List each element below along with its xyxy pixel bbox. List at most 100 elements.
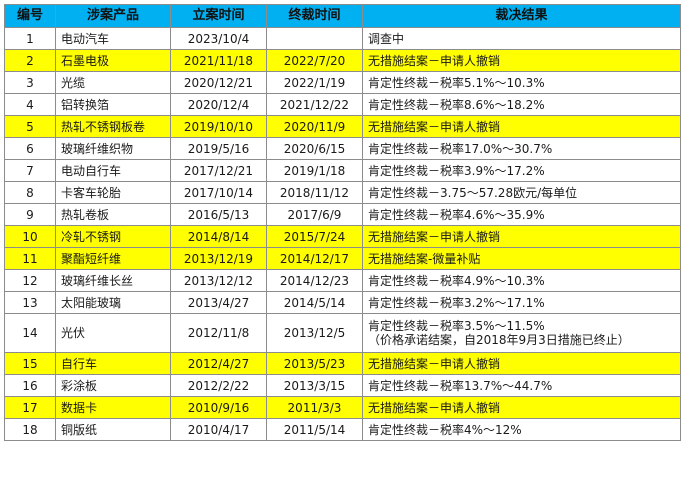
cell-filed-date: 2020/12/21 bbox=[170, 71, 267, 94]
cell-filed-date: 2013/12/19 bbox=[170, 247, 267, 270]
cell-result: 肯定性终裁－税率3.5%～11.5% （价格承诺结案，自2018年9月3日措施已终… bbox=[362, 313, 681, 353]
cell-product: 玻璃纤维长丝 bbox=[55, 269, 171, 292]
cell-result: 肯定性终裁－税率5.1%～10.3% bbox=[362, 71, 681, 94]
cell-number: 6 bbox=[4, 137, 56, 160]
cell-product: 热轧不锈钢板卷 bbox=[55, 115, 171, 138]
cell-result: 肯定性终裁－税率4%～12% bbox=[362, 418, 681, 441]
result-text: 肯定性终裁－税率3.2%～17.1% bbox=[368, 295, 545, 310]
cell-number: 15 bbox=[4, 352, 56, 375]
cell-result: 无措施结案－申请人撤销 bbox=[362, 396, 681, 419]
cell-final-date: 2020/6/15 bbox=[266, 137, 363, 160]
header-row: 编号 涉案产品 立案时间 终裁时间 裁决结果 bbox=[4, 4, 681, 28]
cell-filed-date: 2017/10/14 bbox=[170, 181, 267, 204]
cell-final-date: 2021/12/22 bbox=[266, 93, 363, 116]
table-row: 15 自行车 2012/4/27 2013/5/23 无措施结案－申请人撤销 bbox=[4, 352, 681, 375]
header-final-date: 终裁时间 bbox=[266, 4, 363, 28]
cell-filed-date: 2013/12/12 bbox=[170, 269, 267, 292]
cell-number: 2 bbox=[4, 49, 56, 72]
table-row: 14 光伏 2012/11/8 2013/12/5 肯定性终裁－税率3.5%～11.5%… bbox=[4, 313, 681, 353]
cell-final-date: 2022/1/19 bbox=[266, 71, 363, 94]
table-row: 18 铜版纸 2010/4/17 2011/5/14 肯定性终裁－税率4%～12% bbox=[4, 418, 681, 441]
cell-final-date: 2011/5/14 bbox=[266, 418, 363, 441]
result-text: 肯定性终裁－税率4.9%～10.3% bbox=[368, 273, 545, 288]
table-row: 1 电动汽车 2023/10/4 调查中 bbox=[4, 27, 681, 50]
table-row: 4 铝转换箔 2020/12/4 2021/12/22 肯定性终裁－税率8.6%～18.… bbox=[4, 93, 681, 116]
cell-filed-date: 2010/9/16 bbox=[170, 396, 267, 419]
cell-result: 肯定性终裁－税率3.2%～17.1% bbox=[362, 291, 681, 314]
result-text: 肯定性终裁－税率4.6%～35.9% bbox=[368, 207, 545, 222]
table-row: 3 光缆 2020/12/21 2022/1/19 肯定性终裁－税率5.1%～10.3% bbox=[4, 71, 681, 94]
cell-filed-date: 2012/2/22 bbox=[170, 374, 267, 397]
table-row: 8 卡客车轮胎 2017/10/14 2018/11/12 肯定性终裁－3.75～57.… bbox=[4, 181, 681, 204]
cell-filed-date: 2019/10/10 bbox=[170, 115, 267, 138]
cell-number: 7 bbox=[4, 159, 56, 182]
table-row: 13 太阳能玻璃 2013/4/27 2014/5/14 肯定性终裁－税率3.2%～17… bbox=[4, 291, 681, 314]
cell-number: 8 bbox=[4, 181, 56, 204]
result-text: 无措施结案-微量补贴 bbox=[368, 251, 481, 266]
cell-final-date: 2013/5/23 bbox=[266, 352, 363, 375]
cell-product: 光伏 bbox=[55, 313, 171, 353]
cell-final-date: 2014/12/23 bbox=[266, 269, 363, 292]
table-row: 5 热轧不锈钢板卷 2019/10/10 2020/11/9 无措施结案－申请人撤销 bbox=[4, 115, 681, 138]
cell-number: 12 bbox=[4, 269, 56, 292]
cell-product: 自行车 bbox=[55, 352, 171, 375]
cell-product: 玻璃纤维织物 bbox=[55, 137, 171, 160]
result-text: 无措施结案－申请人撤销 bbox=[368, 356, 501, 371]
cell-final-date: 2013/3/15 bbox=[266, 374, 363, 397]
cell-filed-date: 2014/8/14 bbox=[170, 225, 267, 248]
cell-number: 13 bbox=[4, 291, 56, 314]
cell-filed-date: 2023/10/4 bbox=[170, 27, 267, 50]
cell-product: 太阳能玻璃 bbox=[55, 291, 171, 314]
cell-final-date: 2015/7/24 bbox=[266, 225, 363, 248]
table-body: 1 电动汽车 2023/10/4 调查中 2 石墨电极 2021/11/18 2022/7/2… bbox=[4, 27, 681, 441]
cell-final-date: 2014/5/14 bbox=[266, 291, 363, 314]
result-text: 无措施结案－申请人撤销 bbox=[368, 229, 501, 244]
cell-result: 肯定性终裁－税率8.6%～18.2% bbox=[362, 93, 681, 116]
cell-final-date: 2014/12/17 bbox=[266, 247, 363, 270]
table-row: 17 数据卡 2010/9/16 2011/3/3 无措施结案－申请人撤销 bbox=[4, 396, 681, 419]
header-product: 涉案产品 bbox=[55, 4, 171, 28]
cell-product: 铝转换箔 bbox=[55, 93, 171, 116]
result-text: 肯定性终裁－税率17.0%～30.7% bbox=[368, 141, 553, 156]
cell-final-date: 2019/1/18 bbox=[266, 159, 363, 182]
cell-number: 9 bbox=[4, 203, 56, 226]
cell-number: 16 bbox=[4, 374, 56, 397]
cell-filed-date: 2020/12/4 bbox=[170, 93, 267, 116]
result-text: 无措施结案－申请人撤销 bbox=[368, 53, 501, 68]
cell-filed-date: 2021/11/18 bbox=[170, 49, 267, 72]
cell-filed-date: 2012/4/27 bbox=[170, 352, 267, 375]
cell-number: 18 bbox=[4, 418, 56, 441]
cell-result: 无措施结案－申请人撤销 bbox=[362, 49, 681, 72]
cell-result: 无措施结案－申请人撤销 bbox=[362, 352, 681, 375]
cell-final-date: 2020/11/9 bbox=[266, 115, 363, 138]
cell-number: 14 bbox=[4, 313, 56, 353]
cell-result: 肯定性终裁－税率17.0%～30.7% bbox=[362, 137, 681, 160]
result-text: 肯定性终裁－税率13.7%～44.7% bbox=[368, 378, 553, 393]
cell-final-date: 2022/7/20 bbox=[266, 49, 363, 72]
cell-filed-date: 2012/11/8 bbox=[170, 313, 267, 353]
table-row: 16 彩涂板 2012/2/22 2013/3/15 肯定性终裁－税率13.7%～44.… bbox=[4, 374, 681, 397]
cell-filed-date: 2016/5/13 bbox=[170, 203, 267, 226]
cell-product: 聚酯短纤维 bbox=[55, 247, 171, 270]
cell-number: 4 bbox=[4, 93, 56, 116]
cell-number: 17 bbox=[4, 396, 56, 419]
result-text: 肯定性终裁－税率3.9%～17.2% bbox=[368, 163, 545, 178]
cell-final-date: 2011/3/3 bbox=[266, 396, 363, 419]
result-text: 无措施结案－申请人撤销 bbox=[368, 400, 501, 415]
cell-product: 电动汽车 bbox=[55, 27, 171, 50]
cell-filed-date: 2019/5/16 bbox=[170, 137, 267, 160]
result-text: 肯定性终裁－税率5.1%～10.3% bbox=[368, 75, 545, 90]
table-row: 9 热轧卷板 2016/5/13 2017/6/9 肯定性终裁－税率4.6%～35.9% bbox=[4, 203, 681, 226]
header-result: 裁决结果 bbox=[362, 4, 681, 28]
cell-product: 石墨电极 bbox=[55, 49, 171, 72]
cell-final-date: 2017/6/9 bbox=[266, 203, 363, 226]
cell-result: 肯定性终裁－税率3.9%～17.2% bbox=[362, 159, 681, 182]
anti-subsidy-cases-table: 编号 涉案产品 立案时间 终裁时间 裁决结果 1 电动汽车 2023/10/4 调查中… bbox=[4, 4, 681, 441]
table-row: 12 玻璃纤维长丝 2013/12/12 2014/12/23 肯定性终裁－税率4.9%… bbox=[4, 269, 681, 292]
result-text: 肯定性终裁－税率4%～12% bbox=[368, 422, 522, 437]
table-row: 11 聚酯短纤维 2013/12/19 2014/12/17 无措施结案-微量补贴 bbox=[4, 247, 681, 270]
table-header: 编号 涉案产品 立案时间 终裁时间 裁决结果 bbox=[4, 4, 681, 28]
cell-result: 无措施结案-微量补贴 bbox=[362, 247, 681, 270]
cell-product: 光缆 bbox=[55, 71, 171, 94]
cell-number: 5 bbox=[4, 115, 56, 138]
